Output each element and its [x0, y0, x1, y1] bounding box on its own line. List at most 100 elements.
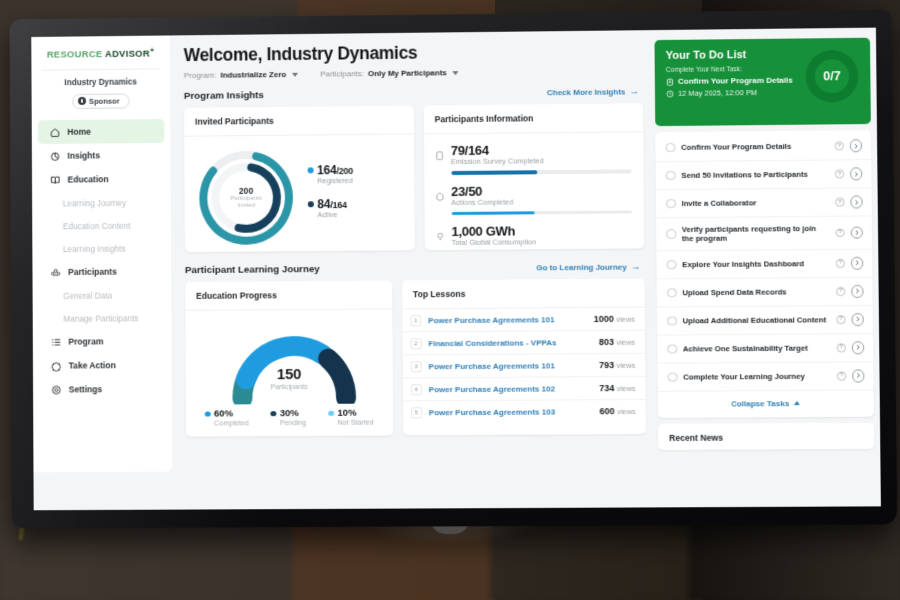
- lesson-link[interactable]: Power Purchase Agreements 102: [428, 383, 555, 394]
- chevron-right-icon[interactable]: [850, 256, 864, 270]
- help-icon[interactable]: ?: [836, 287, 845, 296]
- filter-participants[interactable]: Participants: Only My Participants: [320, 68, 459, 79]
- todo-checkbox[interactable]: [665, 198, 676, 209]
- filter-program-label: Program:: [183, 70, 217, 81]
- todo-item[interactable]: Invite a Collaborator?: [655, 188, 872, 219]
- chevron-right-icon[interactable]: [849, 139, 863, 153]
- chevron-right-icon[interactable]: [851, 341, 865, 354]
- chevron-down-icon: [292, 72, 299, 77]
- gauge-wrap: 150 Participants: [185, 319, 393, 410]
- status-badge[interactable]: Sponsor: [72, 93, 130, 109]
- sidebar-item-education-content[interactable]: Education Content: [32, 214, 171, 238]
- todo-item[interactable]: Confirm Your Program Details?: [655, 132, 872, 163]
- todo-checkbox[interactable]: [667, 372, 678, 382]
- todo-item[interactable]: Upload Additional Educational Content?: [656, 305, 874, 336]
- gauge-caption: Participants: [270, 381, 308, 392]
- logo-plus: +: [149, 47, 155, 55]
- sidebar-item-learning-insights[interactable]: Learning Insights: [32, 236, 171, 260]
- gauge-legend-item: 60% Completed: [204, 408, 249, 428]
- help-icon[interactable]: ?: [835, 197, 844, 207]
- legend-value: 84/164: [317, 197, 347, 212]
- filter-participants-value: Only My Participants: [367, 68, 447, 79]
- todo-item[interactable]: Complete Your Learning Journey?: [657, 362, 874, 392]
- lesson-views-count: 793: [599, 359, 615, 371]
- todo-item[interactable]: Send 50 Invitations to Participants?: [655, 160, 872, 191]
- info-caption: Emission Survey Completed: [450, 156, 544, 167]
- legend-caption: Pending: [279, 417, 307, 428]
- chevron-right-icon[interactable]: [851, 313, 864, 326]
- sidebar-item-label: Take Action: [68, 360, 116, 371]
- chevron-right-icon[interactable]: [849, 167, 863, 181]
- table-row: 3 Power Purchase Agreements 101 793 views: [402, 353, 646, 379]
- todo-item[interactable]: Explore Your Insights Dashboard?: [656, 249, 873, 280]
- sidebar-item-take-action[interactable]: Take Action: [39, 353, 166, 378]
- todo-item[interactable]: Upload Spend Data Records?: [656, 277, 873, 308]
- sidebar-item-label: Participants: [68, 266, 117, 278]
- logo-word-1: RESOURCE: [46, 49, 103, 61]
- todo-item-label: Complete Your Learning Journey: [683, 371, 805, 382]
- sidebar-item-settings[interactable]: Settings: [39, 377, 166, 402]
- sidebar-item-general-data[interactable]: General Data: [33, 283, 172, 307]
- lesson-views-count: 1000: [593, 313, 614, 324]
- todo-checkbox[interactable]: [666, 259, 677, 270]
- help-icon[interactable]: ?: [835, 258, 845, 268]
- help-icon[interactable]: ?: [834, 141, 844, 151]
- sponsor-badge-wrap: Sponsor: [32, 91, 171, 120]
- filter-bar: Program: Industrialize Zero Participants…: [184, 66, 643, 80]
- todo-next-due-label: 12 May 2025, 12:00 PM: [678, 88, 758, 98]
- legend-dot: [270, 410, 277, 417]
- section-title-learning-journey: Participant Learning Journey: [184, 264, 320, 277]
- sidebar-item-participants[interactable]: Participants: [38, 259, 165, 284]
- lesson-link[interactable]: Power Purchase Agreements 103: [428, 406, 556, 417]
- clipboard-icon: [666, 77, 674, 85]
- page-title: Welcome, Industry Dynamics: [183, 42, 418, 66]
- lesson-link[interactable]: Power Purchase Agreements 101: [428, 314, 555, 325]
- legend-denominator: /164: [330, 199, 347, 211]
- chevron-right-icon[interactable]: [850, 284, 864, 298]
- check-more-insights-link[interactable]: Check More Insights →: [547, 86, 639, 97]
- lesson-views: 1000 views: [594, 314, 635, 324]
- help-icon[interactable]: ?: [836, 315, 846, 324]
- todo-checkbox[interactable]: [665, 170, 676, 181]
- invited-participants-donut: [200, 151, 294, 246]
- sidebar-item-learning-journey[interactable]: Learning Journey: [32, 191, 171, 215]
- help-icon[interactable]: ?: [836, 343, 846, 352]
- help-icon[interactable]: ?: [834, 169, 844, 179]
- filter-program[interactable]: Program: Industrialize Zero: [183, 70, 299, 81]
- collapse-tasks-button[interactable]: Collapse Tasks: [658, 390, 874, 417]
- todo-checkbox[interactable]: [665, 142, 676, 153]
- clipboard-icon: [434, 143, 445, 166]
- sidebar-item-insights[interactable]: Insights: [38, 143, 165, 168]
- chevron-right-icon[interactable]: [851, 369, 865, 383]
- help-icon[interactable]: ?: [835, 228, 845, 237]
- lesson-link[interactable]: Power Purchase Agreements 101: [428, 360, 555, 371]
- chevron-right-icon[interactable]: [850, 226, 863, 239]
- go-to-learning-journey-label: Go to Learning Journey: [536, 262, 627, 273]
- todo-checkbox[interactable]: [667, 315, 677, 326]
- lesson-link[interactable]: Financial Considerations - VPPAs: [428, 337, 557, 348]
- brand-logo[interactable]: RESOURCE ADVISOR+: [31, 43, 170, 69]
- action-icon: [51, 360, 62, 371]
- sidebar-item-home[interactable]: Home: [37, 119, 165, 145]
- list-icon: [51, 336, 62, 347]
- lesson-views-count: 600: [599, 406, 615, 417]
- participants-info-row: 1,000 GWh Total Global Consumption: [434, 223, 632, 248]
- sidebar-item-program[interactable]: Program: [39, 329, 166, 354]
- todo-item[interactable]: Achieve One Sustainability Target?: [657, 333, 874, 364]
- sidebar-item-manage-participants[interactable]: Manage Participants: [33, 306, 172, 330]
- help-icon[interactable]: ?: [837, 371, 846, 381]
- insights-icon: [50, 150, 61, 162]
- todo-checkbox[interactable]: [666, 287, 677, 298]
- sidebar-item-education[interactable]: Education: [38, 167, 165, 192]
- chevron-right-icon[interactable]: [849, 195, 863, 209]
- go-to-learning-journey-link[interactable]: Go to Learning Journey →: [536, 261, 640, 273]
- todo-checkbox[interactable]: [666, 229, 676, 239]
- todo-checkbox[interactable]: [667, 344, 677, 354]
- todo-item-label: Invite a Collaborator: [681, 198, 757, 208]
- todo-item-label: Upload Additional Educational Content: [682, 314, 827, 325]
- todo-item[interactable]: Verify participants requesting to join t…: [656, 216, 873, 252]
- monitor-frame: RESOURCE ADVISOR+ Industry Dynamics Spon…: [9, 9, 898, 529]
- lesson-rank: 1: [410, 314, 422, 326]
- todo-item-label: Explore Your Insights Dashboard: [682, 258, 805, 269]
